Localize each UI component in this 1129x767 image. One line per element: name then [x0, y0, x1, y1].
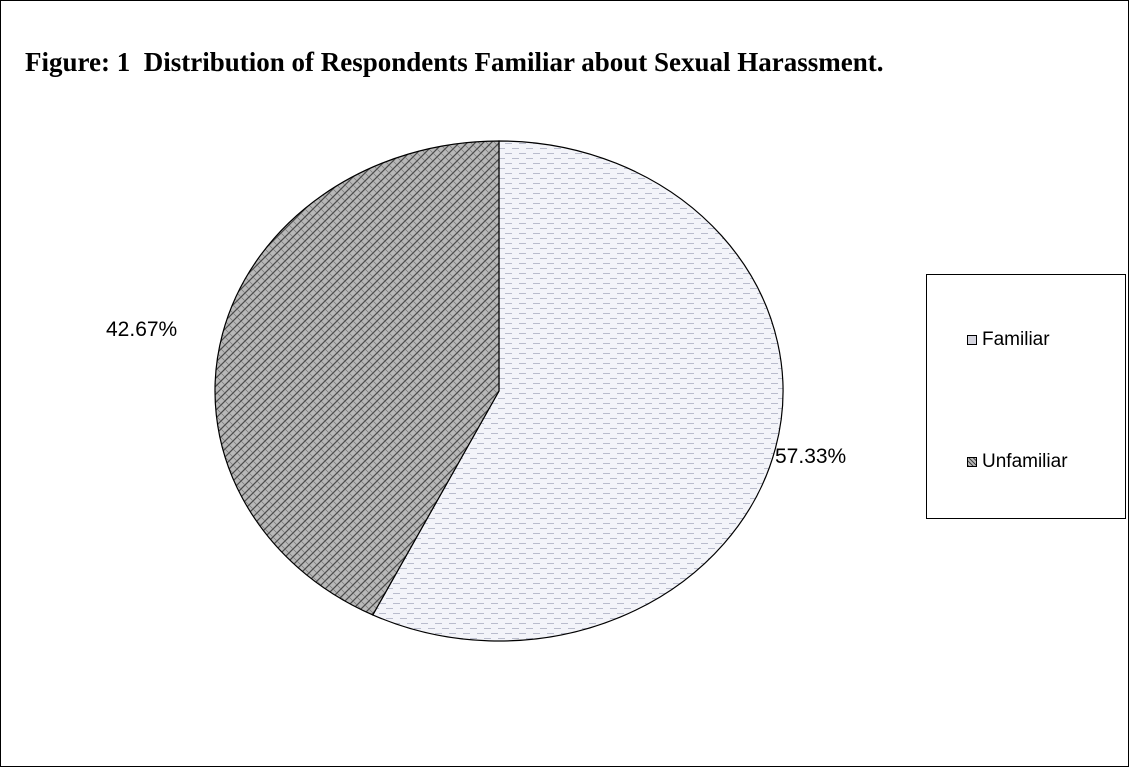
legend-item-unfamiliar: Unfamiliar — [967, 451, 1068, 473]
data-label-familiar: 57.33% — [775, 445, 846, 468]
pie-slice-familiar — [371, 140, 784, 642]
legend-label-familiar: Familiar — [982, 329, 1050, 350]
legend-item-familiar: Familiar — [967, 329, 1050, 351]
chart-title: Figure: 1 Distribution of Respondents Fa… — [25, 47, 884, 77]
legend-swatch-unfamiliar — [967, 457, 977, 467]
legend-label-unfamiliar: Unfamiliar — [982, 451, 1068, 472]
data-label-unfamiliar: 42.67% — [106, 318, 177, 341]
pie-slice-unfamiliar — [214, 140, 500, 616]
legend-swatch-familiar — [967, 335, 977, 345]
legend: Familiar Unfamiliar — [926, 274, 1126, 519]
